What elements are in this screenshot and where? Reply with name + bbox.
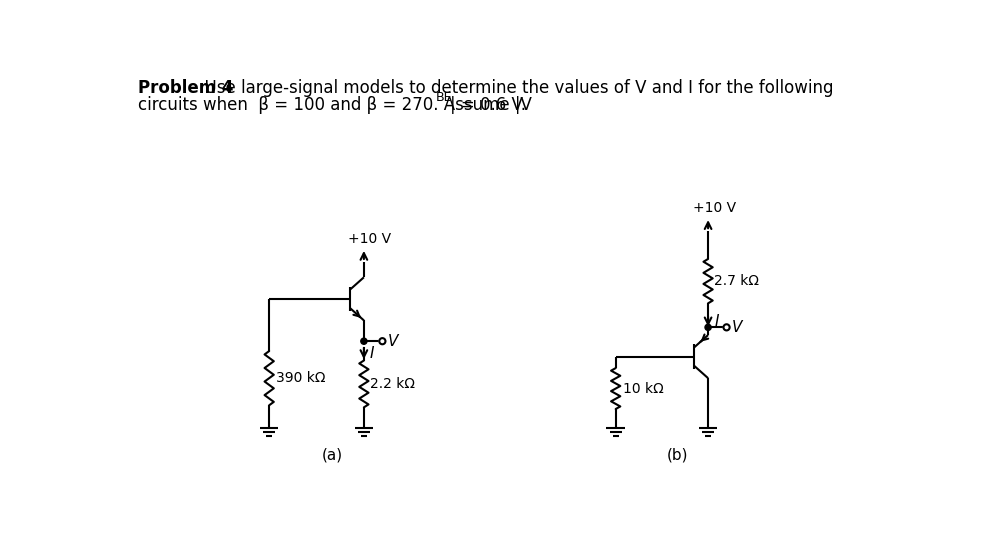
Circle shape: [705, 324, 711, 330]
Text: V: V: [388, 334, 399, 349]
Text: Use large-signal models to determine the values of V and I for the following: Use large-signal models to determine the…: [194, 79, 833, 97]
Text: I: I: [370, 346, 375, 361]
Text: circuits when  β = 100 and β = 270. Assume |V: circuits when β = 100 and β = 270. Assum…: [137, 96, 532, 113]
Text: 2.7 kΩ: 2.7 kΩ: [715, 274, 759, 288]
Text: 390 kΩ: 390 kΩ: [276, 371, 326, 385]
Circle shape: [361, 338, 367, 344]
Circle shape: [380, 338, 386, 344]
Text: Problem 4: Problem 4: [137, 79, 233, 97]
Text: I: I: [715, 314, 719, 329]
Text: +10 V: +10 V: [693, 201, 736, 215]
Text: +10 V: +10 V: [349, 232, 392, 246]
Text: (a): (a): [321, 447, 343, 462]
Circle shape: [724, 324, 730, 330]
Text: 10 kΩ: 10 kΩ: [622, 382, 663, 396]
Text: BE: BE: [435, 91, 452, 104]
Text: | = 0.6 V.: | = 0.6 V.: [450, 96, 526, 113]
Text: 2.2 kΩ: 2.2 kΩ: [370, 377, 415, 391]
Text: (b): (b): [667, 447, 688, 462]
Text: V: V: [732, 320, 743, 335]
